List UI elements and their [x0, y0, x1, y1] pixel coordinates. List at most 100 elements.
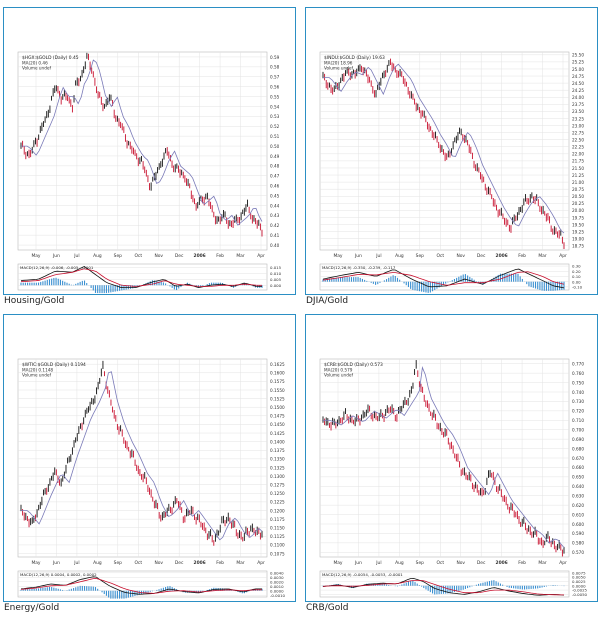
- chart-caption: Energy/Gold: [4, 603, 60, 613]
- y-tick-label: 25.00: [572, 67, 584, 72]
- y-tick-label: 0.52: [270, 124, 280, 129]
- y-tick-label: 24.75: [572, 74, 584, 79]
- y-tick-label: 0.580: [572, 541, 584, 546]
- macd-signal-line: [20, 578, 262, 594]
- x-tick-label: Oct: [436, 560, 444, 566]
- y-tick-label: 18.75: [572, 244, 584, 249]
- macd-tick-label: 0.00: [572, 279, 581, 284]
- x-tick-label: Jun: [52, 560, 60, 566]
- y-tick-label: 0.670: [572, 456, 584, 461]
- x-tick-label: Dec: [175, 253, 184, 259]
- y-tick-label: 0.1450: [270, 422, 285, 427]
- y-tick-label: 0.650: [572, 475, 584, 480]
- y-tick-label: 0.54: [270, 104, 280, 109]
- y-tick-label: 0.1100: [270, 543, 285, 548]
- x-tick-label: Sep: [416, 253, 424, 259]
- macd-tick-label: 0.0000: [572, 583, 586, 588]
- chart-title: $INDU:$GOLD (Daily) 19.63: [324, 55, 385, 61]
- y-tick-label: 21.00: [572, 180, 584, 185]
- macd-tick-label: 0.015: [270, 265, 282, 270]
- x-tick-label: Mar: [538, 560, 546, 566]
- y-tick-label: 21.50: [572, 166, 584, 171]
- moving-average-line: [323, 366, 565, 548]
- y-tick-label: 0.59: [270, 55, 280, 60]
- x-tick-label: Aug: [93, 253, 102, 259]
- legend-entry: Volume undef: [324, 373, 353, 378]
- y-tick-label: 0.710: [572, 418, 584, 423]
- y-tick-label: 0.610: [572, 512, 584, 517]
- x-tick-label: Nov: [154, 253, 163, 259]
- x-tick-label: Sep: [114, 560, 122, 566]
- x-tick-label: Nov: [154, 560, 163, 566]
- chart-svg: 25.50 25.25 25.00 24.75 24.50 24.25 24.00 23.75…: [319, 51, 584, 293]
- x-tick-label: Feb: [518, 253, 526, 259]
- y-tick-label: 0.690: [572, 437, 584, 442]
- y-tick-label: 24.00: [572, 95, 584, 100]
- y-tick-label: 0.570: [572, 550, 584, 555]
- chart-caption: CRB/Gold: [306, 603, 349, 613]
- y-tick-label: 0.47: [270, 174, 280, 179]
- x-tick-label: Mar: [236, 560, 244, 566]
- x-tick-label: Dec: [477, 560, 486, 566]
- macd-label: MACD(12,26,9) -0.0054, -0.0053, -0.0001: [322, 572, 403, 577]
- y-tick-label: 0.44: [270, 203, 280, 208]
- moving-average-line: [323, 63, 565, 234]
- x-tick-label: 2006: [194, 253, 206, 259]
- y-tick-label: 0.1425: [270, 431, 285, 436]
- y-tick-label: 22.50: [572, 137, 584, 142]
- legend-entry: MA(20) 18.96: [324, 61, 353, 66]
- y-tick-label: 0.760: [572, 371, 584, 376]
- y-tick-label: 0.42: [270, 223, 280, 228]
- y-tick-label: 0.660: [572, 465, 584, 470]
- macd-tick-label: 0.0040: [270, 570, 284, 575]
- x-tick-label: Oct: [134, 560, 142, 566]
- x-tick-label: Apr: [257, 253, 265, 259]
- macd-signal-line: [322, 271, 565, 286]
- chart-panel: 0.59 0.58 0.57 0.56 0.55 0.54 0.53 0.52 0.51 0.50…: [3, 7, 296, 295]
- chart-svg: 0.1625 0.1600 0.1575 0.1550 0.1525 0.1500 0.14…: [17, 358, 286, 599]
- y-tick-label: 23.00: [572, 123, 584, 128]
- x-tick-label: Aug: [93, 560, 102, 566]
- y-tick-label: 0.1600: [270, 371, 285, 376]
- x-tick-label: Nov: [456, 253, 465, 259]
- y-tick-label: 0.600: [572, 522, 584, 527]
- y-tick-label: 0.630: [572, 494, 584, 499]
- macd-tick-label: 0.30: [572, 264, 581, 269]
- chart-title: $HGX:$GOLD (Daily) 0.45: [22, 55, 79, 61]
- y-tick-label: 0.1325: [270, 465, 285, 470]
- x-tick-label: Oct: [436, 253, 444, 259]
- y-tick-label: 0.1275: [270, 482, 285, 487]
- macd-label: MACD(12,26,9) -0.006, -0.005, -0.001: [20, 265, 94, 270]
- y-tick-label: 0.53: [270, 114, 280, 119]
- y-tick-label: 0.55: [270, 94, 280, 99]
- x-tick-label: Jun: [354, 253, 362, 259]
- macd-tick-label: 0.005: [270, 277, 282, 282]
- x-tick-label: Jul: [73, 560, 79, 566]
- x-tick-label: Feb: [216, 253, 224, 259]
- macd-tick-label: 0.010: [270, 271, 282, 276]
- x-tick-label: Jun: [354, 560, 362, 566]
- y-tick-label: 23.50: [572, 109, 584, 114]
- x-tick-label: Apr: [559, 253, 567, 259]
- x-tick-label: Mar: [538, 253, 546, 259]
- x-tick-label: Mar: [236, 253, 244, 259]
- y-tick-label: 0.1400: [270, 439, 285, 444]
- macd-tick-label: 0.0050: [572, 575, 586, 580]
- macd-label: MACD(12,26,9) 0.0004, 0.0002, 0.0002: [20, 572, 97, 577]
- y-tick-label: 23.25: [572, 116, 584, 121]
- macd-tick-label: -0.0010: [270, 593, 286, 598]
- x-tick-label: Aug: [395, 253, 404, 259]
- moving-average-line: [21, 371, 263, 541]
- x-tick-label: 2006: [496, 253, 508, 259]
- macd-tick-label: 0.0030: [270, 575, 284, 580]
- chart-caption: Housing/Gold: [4, 296, 65, 306]
- y-tick-label: 0.700: [572, 428, 584, 433]
- y-tick-label: 19.00: [572, 236, 584, 241]
- macd-tick-label: 0.0010: [270, 584, 284, 589]
- y-tick-label: 0.1500: [270, 405, 285, 410]
- y-tick-label: 20.75: [572, 187, 584, 192]
- x-tick-label: 2006: [496, 560, 508, 566]
- macd-tick-label: -0.0025: [572, 588, 588, 593]
- chart-svg: 0.770 0.760 0.750 0.740 0.730 0.720 0.710 0.700…: [319, 358, 588, 598]
- macd-tick-label: -0.10: [572, 284, 583, 289]
